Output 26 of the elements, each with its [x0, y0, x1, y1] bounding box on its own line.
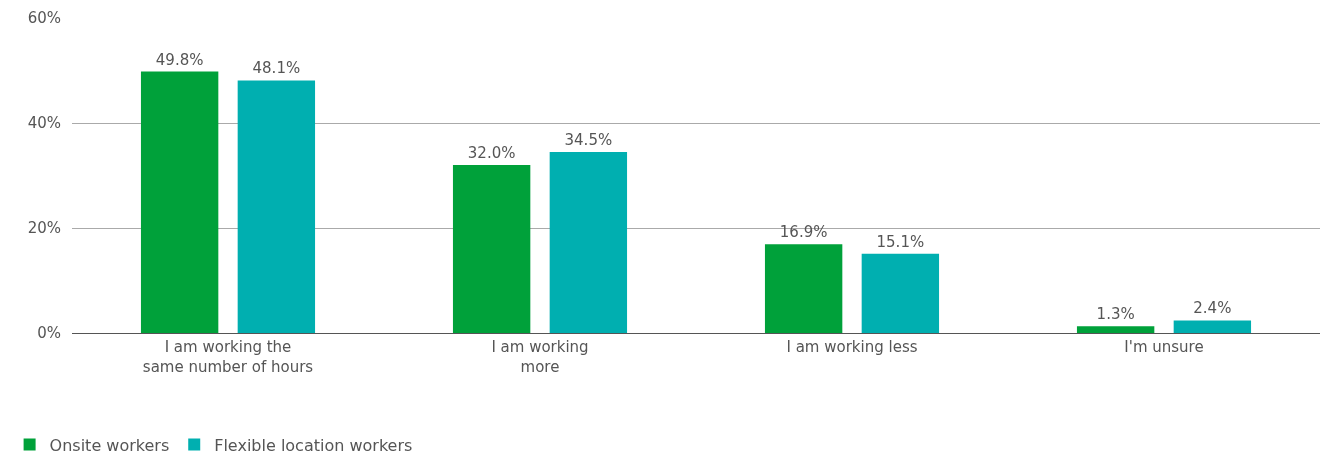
bar [764, 244, 843, 333]
data-label: 16.9% [779, 223, 828, 242]
y-tick-label: 20% [27, 219, 61, 238]
bar [861, 253, 940, 333]
bar [1173, 320, 1252, 333]
legend-label: Flexible location workers [214, 435, 413, 455]
data-label: 34.5% [564, 130, 613, 149]
data-label: 49.8% [155, 50, 204, 69]
y-tick-label: 0% [37, 324, 61, 343]
bar [1076, 326, 1155, 333]
x-tick-label: I am working less [786, 338, 918, 356]
x-tick-label: I am working more [491, 338, 589, 376]
legend-label: Onsite workers [49, 435, 170, 455]
x-tick-label: I am working the same number of hours [142, 338, 314, 376]
data-label: 2.4% [1193, 299, 1232, 318]
y-tick-label: 60% [27, 9, 61, 28]
data-label: 15.1% [876, 232, 925, 251]
data-label: 1.3% [1096, 305, 1135, 324]
bar [549, 151, 628, 333]
bar [237, 80, 316, 333]
x-tick-label: I'm unsure [1124, 338, 1204, 356]
bar [452, 165, 531, 333]
y-tick-label: 40% [27, 114, 61, 133]
data-label: 32.0% [467, 144, 516, 162]
data-label: 48.1% [252, 59, 301, 78]
bar [140, 71, 219, 333]
